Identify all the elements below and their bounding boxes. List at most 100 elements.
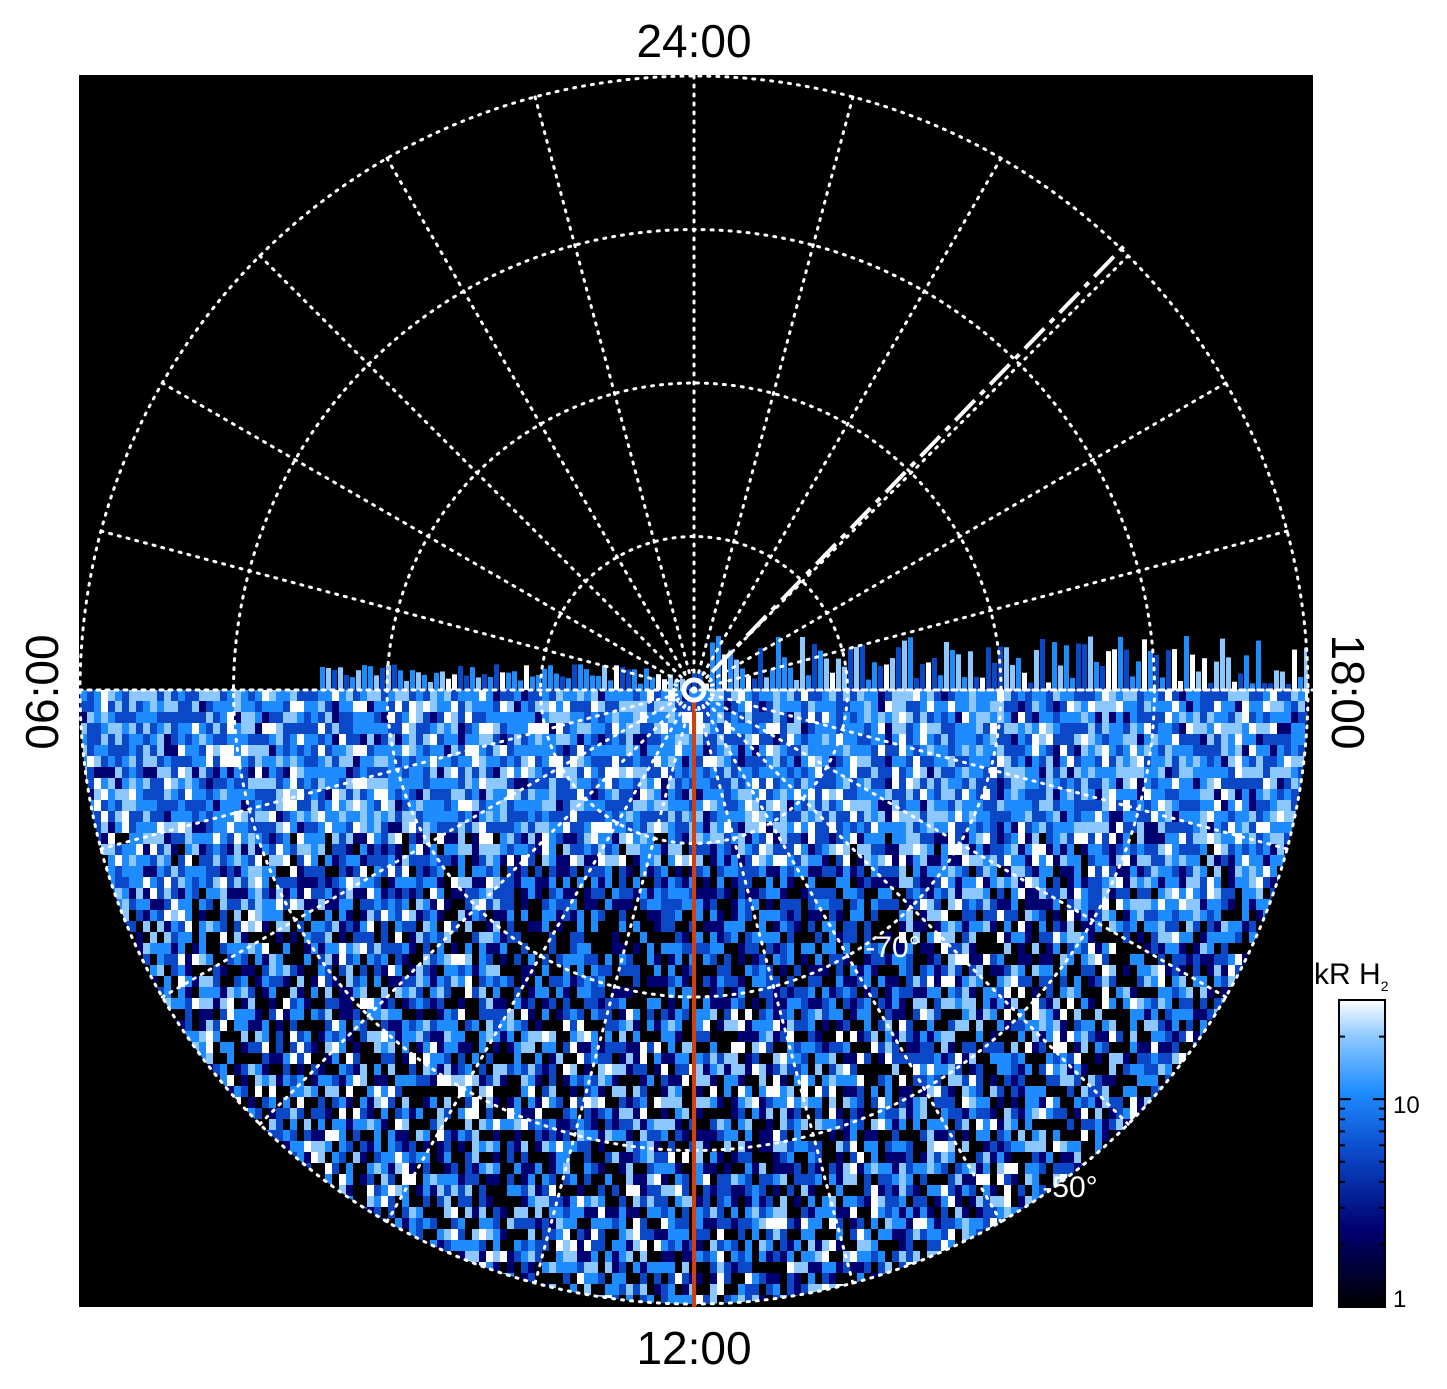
heat-cell bbox=[731, 822, 738, 833]
heat-cell bbox=[696, 1020, 703, 1031]
heat-cell bbox=[682, 833, 689, 844]
heat-cell bbox=[451, 833, 458, 844]
heat-cell bbox=[661, 778, 668, 789]
heat-cell bbox=[108, 866, 115, 877]
heat-cell bbox=[1102, 844, 1109, 855]
heat-cell bbox=[367, 877, 374, 888]
heat-cell bbox=[339, 954, 346, 965]
heat-cell bbox=[234, 987, 241, 998]
heat-cell bbox=[1095, 954, 1102, 965]
heat-cell bbox=[1088, 800, 1095, 811]
heat-cell bbox=[1228, 822, 1235, 833]
heat-cell bbox=[948, 756, 955, 767]
heat-cell bbox=[563, 910, 570, 921]
heat-cell bbox=[1221, 745, 1228, 756]
heat-cell bbox=[1088, 745, 1095, 756]
heat-cell bbox=[283, 712, 290, 723]
heat-cell bbox=[955, 767, 962, 778]
heat-cell bbox=[773, 789, 780, 800]
heat-cell bbox=[752, 954, 759, 965]
heat-cell bbox=[584, 976, 591, 987]
heat-cell bbox=[269, 800, 276, 811]
heat-cell bbox=[297, 877, 304, 888]
heat-cell bbox=[381, 811, 388, 822]
heat-cell bbox=[381, 789, 388, 800]
heat-cell bbox=[528, 690, 535, 701]
heat-cell bbox=[514, 800, 521, 811]
heat-cell bbox=[899, 734, 906, 745]
heat-cell bbox=[563, 723, 570, 734]
heat-cell bbox=[556, 899, 563, 910]
heat-cell bbox=[724, 756, 731, 767]
heat-cell bbox=[542, 921, 549, 932]
heat-cell bbox=[878, 954, 885, 965]
heat-cell bbox=[479, 1031, 486, 1042]
heat-cell bbox=[318, 789, 325, 800]
heat-cell bbox=[493, 712, 500, 723]
heat-cell bbox=[983, 778, 990, 789]
heat-cell bbox=[409, 734, 416, 745]
heat-cell bbox=[941, 701, 948, 712]
heat-cell bbox=[969, 1064, 976, 1075]
heat-cell bbox=[507, 712, 514, 723]
heat-cell bbox=[696, 800, 703, 811]
heat-cell bbox=[339, 844, 346, 855]
heat-cell bbox=[1298, 701, 1305, 712]
heat-cell bbox=[1095, 701, 1102, 712]
heat-cell bbox=[437, 1020, 444, 1031]
heat-cell bbox=[479, 1075, 486, 1086]
heat-cell bbox=[1053, 1064, 1060, 1075]
heat-cell bbox=[353, 800, 360, 811]
heat-cell bbox=[1207, 855, 1214, 866]
heat-cell bbox=[353, 987, 360, 998]
heat-cell bbox=[570, 767, 577, 778]
heat-cell bbox=[1214, 976, 1221, 987]
heat-cell bbox=[731, 877, 738, 888]
heat-cell bbox=[1207, 723, 1214, 734]
heat-cell bbox=[1116, 877, 1123, 888]
heat-cell bbox=[647, 822, 654, 833]
heat-cell bbox=[395, 943, 402, 954]
heat-cell bbox=[857, 833, 864, 844]
heat-cell bbox=[444, 976, 451, 987]
heat-cell bbox=[346, 987, 353, 998]
heat-cell bbox=[808, 723, 815, 734]
heat-cell bbox=[451, 712, 458, 723]
heat-cell bbox=[703, 723, 710, 734]
heat-cell bbox=[1277, 723, 1284, 734]
heat-cell bbox=[563, 822, 570, 833]
heat-cell bbox=[311, 690, 318, 701]
heat-cell bbox=[654, 998, 661, 1009]
heat-cell bbox=[948, 965, 955, 976]
heat-cell bbox=[605, 778, 612, 789]
heat-cell bbox=[962, 866, 969, 877]
heat-cell bbox=[486, 866, 493, 877]
heat-cell bbox=[353, 712, 360, 723]
heat-cell bbox=[647, 756, 654, 767]
heat-cell bbox=[717, 1020, 724, 1031]
heat-cell bbox=[150, 734, 157, 745]
heat-cell bbox=[241, 877, 248, 888]
heat-cell bbox=[612, 1020, 619, 1031]
heat-cell bbox=[458, 844, 465, 855]
heat-cell bbox=[171, 866, 178, 877]
heat-cell bbox=[143, 877, 150, 888]
heat-cell bbox=[381, 844, 388, 855]
heat-cell bbox=[591, 866, 598, 877]
heat-cell bbox=[1235, 723, 1242, 734]
heat-cell bbox=[374, 910, 381, 921]
heat-cell bbox=[1207, 943, 1214, 954]
heat-cell bbox=[80, 734, 87, 745]
heat-cell bbox=[661, 756, 668, 767]
heat-cell bbox=[367, 932, 374, 943]
heat-cell bbox=[1116, 811, 1123, 822]
heat-cell bbox=[829, 998, 836, 1009]
heat-cell bbox=[913, 1031, 920, 1042]
heat-cell bbox=[339, 833, 346, 844]
heat-cell bbox=[1046, 943, 1053, 954]
heat-cell bbox=[955, 844, 962, 855]
heat-cell bbox=[1130, 1064, 1137, 1075]
heat-cell bbox=[283, 800, 290, 811]
heat-cell bbox=[297, 1064, 304, 1075]
heat-cell bbox=[983, 921, 990, 932]
